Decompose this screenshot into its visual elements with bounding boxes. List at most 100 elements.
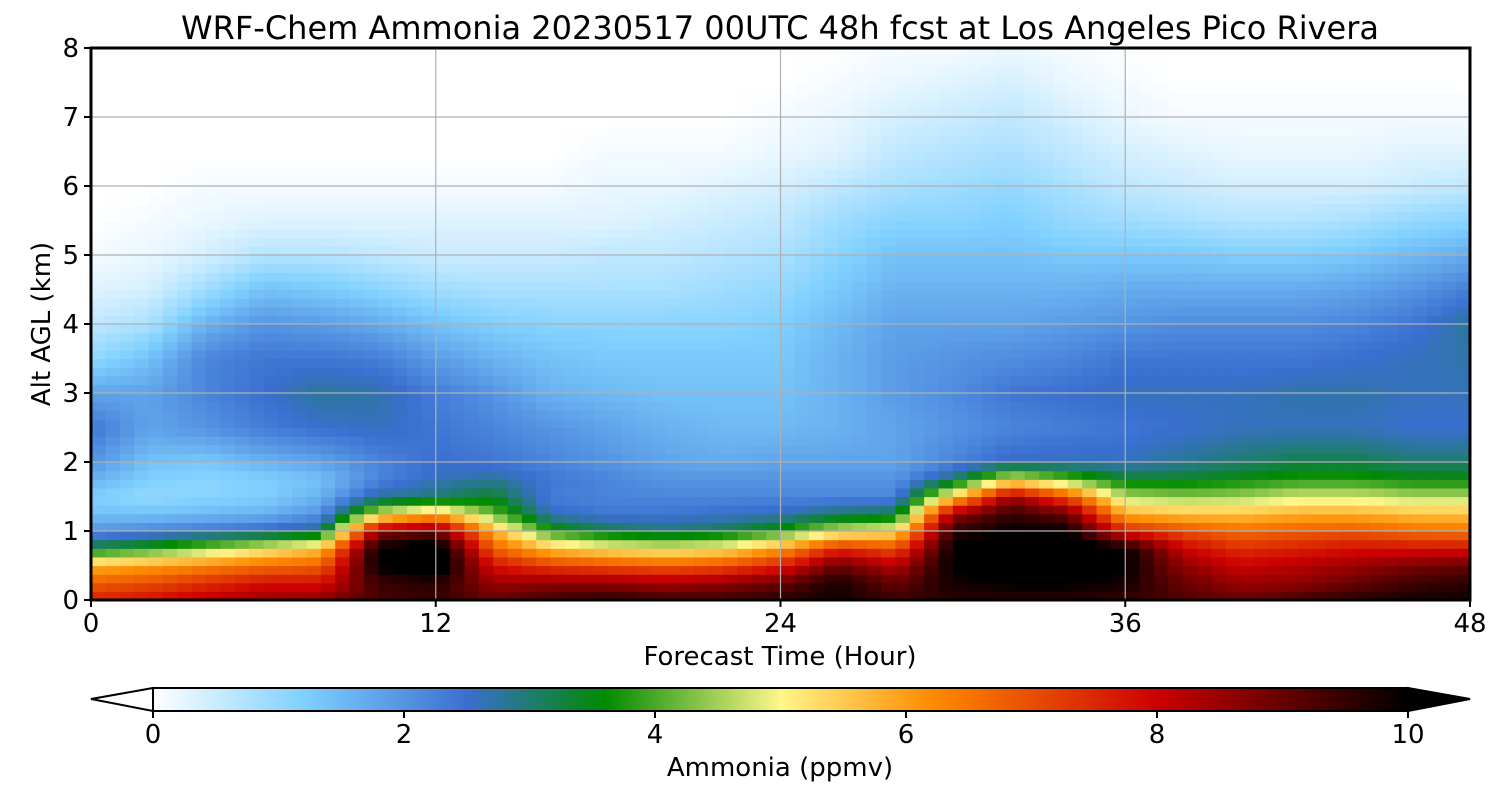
field-cell: [995, 548, 1011, 558]
field-cell: [751, 591, 767, 600]
field-cell: [1369, 582, 1385, 592]
field-cell: [708, 367, 724, 377]
field-cell: [622, 151, 638, 161]
field-cell: [1225, 358, 1241, 368]
field-cell: [249, 539, 264, 549]
field-cell: [694, 341, 710, 351]
field-cell: [220, 315, 236, 325]
field-cell: [924, 375, 940, 385]
field-cell: [550, 203, 566, 213]
field-cell: [1311, 367, 1327, 377]
field-cell: [220, 565, 236, 575]
field-cell: [134, 418, 150, 429]
field-cell: [205, 479, 221, 489]
field-cell: [737, 324, 753, 334]
field-cell: [320, 436, 336, 446]
field-cell: [809, 582, 825, 592]
field-cell: [263, 410, 279, 420]
field-cell: [622, 487, 638, 498]
field-cell: [1369, 427, 1385, 437]
field-cell: [249, 349, 264, 360]
field-cell: [679, 401, 695, 411]
field-cell: [1398, 246, 1414, 256]
field-cell: [1182, 479, 1198, 489]
field-cell: [1254, 531, 1270, 541]
field-cell: [306, 289, 322, 299]
field-cell: [1010, 444, 1026, 454]
field-cell: [349, 289, 365, 299]
field-cell: [1268, 565, 1284, 575]
field-cell: [780, 255, 796, 265]
field-cell: [636, 272, 652, 282]
field-cell: [1441, 255, 1457, 265]
field-cell: [306, 263, 322, 273]
field-cell: [263, 436, 279, 446]
field-cell: [148, 306, 164, 316]
field-cell: [1455, 168, 1470, 178]
field-cell: [794, 298, 810, 308]
field-cell: [1197, 548, 1213, 558]
field-cell: [593, 367, 609, 377]
field-cell: [981, 203, 997, 213]
field-cell: [1455, 255, 1470, 265]
field-cell: [1110, 168, 1126, 178]
field-cell: [1082, 591, 1098, 600]
field-cell: [1283, 272, 1299, 282]
field-cell: [837, 341, 853, 351]
field-cell: [263, 186, 279, 196]
field-cell: [579, 306, 595, 316]
field-cell: [450, 470, 466, 480]
field-cell: [521, 332, 537, 342]
field-cell: [234, 410, 250, 420]
field-cell: [435, 384, 451, 394]
field-cell: [909, 436, 925, 446]
field-cell: [809, 384, 825, 394]
field-cell: [1110, 453, 1126, 463]
field-cell: [723, 505, 738, 515]
field-cell: [1254, 324, 1270, 334]
field-cell: [1110, 375, 1126, 385]
field-cell: [737, 427, 753, 437]
field-cell: [1383, 246, 1399, 256]
field-cell: [981, 427, 997, 437]
field-cell: [1125, 470, 1141, 480]
field-cell: [363, 358, 379, 368]
field-cell: [579, 574, 595, 584]
field-cell: [794, 151, 810, 161]
field-cell: [737, 177, 753, 187]
field-cell: [909, 453, 925, 463]
field-cell: [335, 436, 351, 446]
field-cell: [277, 591, 293, 600]
field-cell: [1082, 393, 1098, 403]
field-cell: [134, 315, 150, 325]
field-cell: [622, 384, 638, 394]
field-cell: [1355, 418, 1371, 429]
field-cell: [1340, 539, 1356, 549]
field-cell: [177, 298, 193, 308]
field-cell: [1110, 401, 1126, 411]
field-cell: [1369, 436, 1385, 446]
field-cell: [938, 341, 954, 351]
field-cell: [320, 324, 336, 334]
field-cell: [378, 427, 394, 437]
field-cell: [1383, 186, 1399, 196]
field-cell: [162, 186, 178, 196]
field-cell: [407, 487, 422, 498]
field-cell: [1024, 315, 1040, 325]
field-cell: [378, 565, 394, 575]
field-cell: [593, 160, 609, 170]
field-cell: [1455, 375, 1470, 385]
field-cell: [177, 574, 193, 584]
field-cell: [809, 289, 825, 299]
field-cell: [1355, 479, 1371, 489]
field-cell: [852, 289, 868, 299]
field-cell: [464, 229, 480, 239]
field-cell: [464, 410, 480, 420]
field-cell: [1355, 255, 1371, 265]
field-cell: [450, 315, 466, 325]
field-cell: [464, 332, 480, 342]
field-cell: [521, 263, 537, 273]
field-cell: [622, 177, 638, 187]
field-cell: [292, 462, 308, 472]
field-cell: [1225, 220, 1241, 230]
